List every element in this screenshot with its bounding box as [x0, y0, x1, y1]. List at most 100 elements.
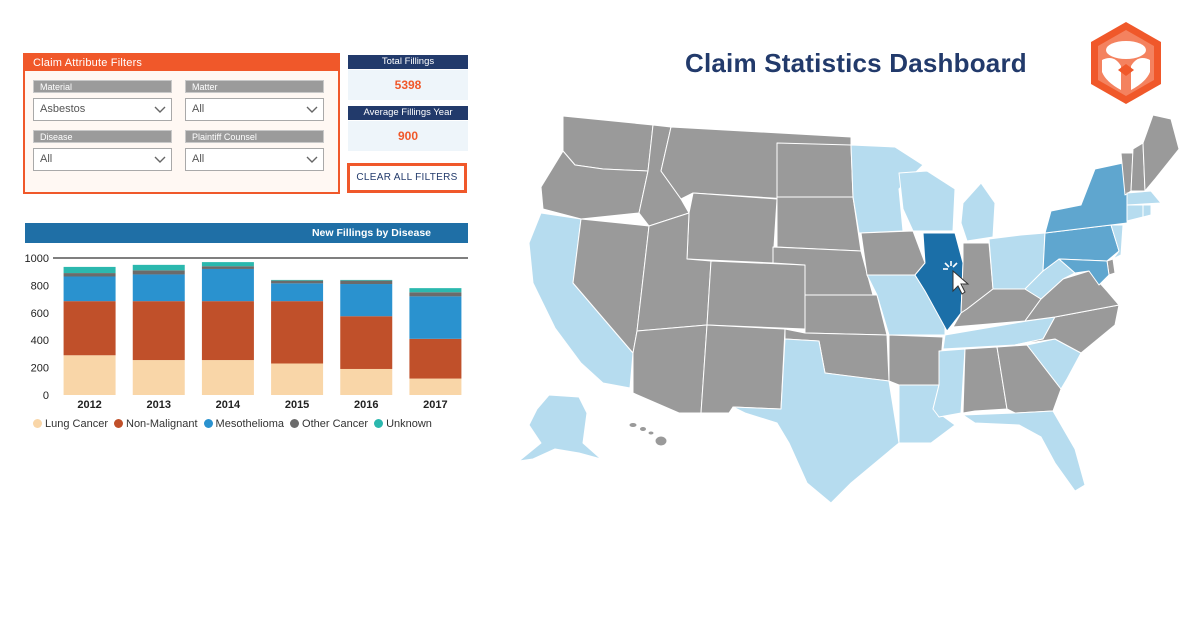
state-NJ[interactable]: [1110, 224, 1124, 260]
legend-item: Mesothelioma: [203, 418, 285, 430]
state-HI[interactable]: [628, 422, 668, 447]
state-AR[interactable]: [888, 334, 944, 386]
state-AL[interactable]: [962, 346, 1008, 414]
state-WA[interactable]: [562, 115, 654, 172]
hexagon-logo-icon: [1091, 22, 1161, 104]
state-WY[interactable]: [686, 192, 778, 264]
legend-item: Non-Malignant: [114, 418, 198, 430]
state-WI[interactable]: [898, 170, 956, 232]
bar-unknown-2014: [201, 262, 254, 267]
disease-select[interactable]: All: [33, 148, 172, 171]
y-tick-label: 1000: [25, 253, 49, 265]
bar-lung-cancer-2016: [340, 368, 393, 395]
disease-label: Disease: [33, 130, 172, 143]
clear-all-filters-button[interactable]: CLEAR ALL FILTERS: [347, 163, 467, 193]
x-tick-label: 2012: [77, 399, 101, 411]
bar-mesothelioma-2012: [63, 276, 116, 302]
state-SD[interactable]: [776, 196, 862, 252]
state-MA[interactable]: [1126, 190, 1162, 206]
legend-label: Unknown: [386, 418, 432, 430]
bar-lung-cancer-2017: [409, 378, 462, 395]
dashboard-title: Claim Statistics Dashboard: [685, 48, 1027, 78]
legend-swatch: [374, 419, 384, 428]
bar-mesothelioma-2017: [409, 296, 462, 339]
state-MI[interactable]: [960, 182, 996, 242]
legend-swatch: [33, 419, 42, 428]
state-CT[interactable]: [1126, 204, 1144, 222]
legend-swatch: [114, 419, 123, 428]
disease-value: All: [40, 153, 53, 165]
material-select[interactable]: Asbestos: [33, 98, 172, 121]
bar-other-cancer-2012: [63, 273, 116, 277]
bar-mesothelioma-2014: [201, 268, 254, 302]
bar-unknown-2013: [132, 264, 185, 271]
x-tick-label: 2017: [423, 399, 447, 411]
chevron-down-icon: [154, 106, 166, 113]
state-RI[interactable]: [1142, 204, 1152, 218]
state-MD[interactable]: [1058, 258, 1110, 286]
state-NM[interactable]: [700, 324, 786, 414]
legend-label: Non-Malignant: [126, 418, 198, 430]
average-fillings-value: 900: [348, 121, 468, 151]
bar-lung-cancer-2012: [63, 355, 116, 395]
plaintiff-counsel-value: All: [192, 153, 205, 165]
bar-mesothelioma-2016: [340, 284, 393, 317]
y-tick-label: 200: [31, 363, 49, 375]
matter-label: Matter: [185, 80, 324, 93]
bar-other-cancer-2014: [201, 266, 254, 269]
state-ND[interactable]: [776, 142, 854, 198]
state-AK[interactable]: [518, 394, 602, 462]
x-tick-label: 2016: [354, 399, 378, 411]
legend-label: Other Cancer: [302, 418, 369, 430]
state-NY[interactable]: [1044, 162, 1130, 234]
legend-swatch: [290, 419, 300, 428]
matter-select[interactable]: All: [185, 98, 324, 121]
bar-lung-cancer-2015: [271, 363, 324, 395]
material-label: Material: [33, 80, 172, 93]
state-AZ[interactable]: [632, 324, 708, 414]
legend-item: Lung Cancer: [33, 418, 108, 430]
plaintiff-counsel-label: Plaintiff Counsel: [185, 130, 324, 143]
bar-non-malignant-2015: [271, 301, 324, 364]
average-fillings-label: Average Fillings Year: [348, 106, 468, 120]
bar-other-cancer-2015: [271, 280, 324, 284]
bar-unknown-2012: [63, 266, 116, 274]
chevron-down-icon: [306, 156, 318, 163]
x-tick-label: 2014: [216, 399, 241, 411]
state-CO[interactable]: [706, 260, 806, 330]
bar-non-malignant-2016: [340, 316, 393, 369]
y-tick-label: 800: [31, 280, 49, 292]
us-states-map: [518, 114, 1180, 504]
legend-label: Lung Cancer: [45, 418, 108, 430]
bar-unknown-2015: [271, 279, 324, 281]
bar-non-malignant-2012: [63, 301, 116, 356]
legend-label: Mesothelioma: [215, 418, 285, 430]
bar-unknown-2017: [409, 288, 462, 293]
new-fillings-by-disease-chart: 0 200 400 600 800 1000 2012 2013 2014 2015 2016 201…: [25, 253, 468, 411]
legend-swatch: [203, 419, 213, 428]
bar-mesothelioma-2013: [132, 274, 185, 302]
legend-item: Unknown: [374, 418, 432, 430]
x-tick-label: 2013: [147, 399, 171, 411]
state-TX[interactable]: [732, 338, 900, 504]
plaintiff-counsel-select[interactable]: All: [185, 148, 324, 171]
x-tick-label: 2015: [285, 399, 309, 411]
bar-unknown-2016: [340, 279, 393, 281]
bar-non-malignant-2017: [409, 338, 462, 379]
chart-legend: Lung Cancer Non-Malignant Mesothelioma Othe…: [33, 418, 438, 430]
state-MN[interactable]: [850, 144, 924, 234]
claim-attribute-filters-panel: Claim Attribute Filters Material Asbesto…: [23, 53, 340, 194]
state-ME[interactable]: [1142, 114, 1180, 192]
state-FL[interactable]: [962, 410, 1086, 492]
matter-value: All: [192, 103, 205, 115]
bar-lung-cancer-2013: [132, 360, 185, 395]
state-IL[interactable]: [914, 232, 964, 332]
bar-other-cancer-2013: [132, 270, 185, 275]
bar-mesothelioma-2015: [271, 283, 324, 302]
bar-non-malignant-2014: [201, 301, 254, 361]
y-tick-label: 400: [31, 335, 49, 347]
chart-title: New Fillings by Disease: [25, 223, 468, 243]
pointer-cursor-icon: [943, 261, 970, 295]
state-KS[interactable]: [804, 294, 888, 336]
state-IA[interactable]: [860, 230, 926, 276]
